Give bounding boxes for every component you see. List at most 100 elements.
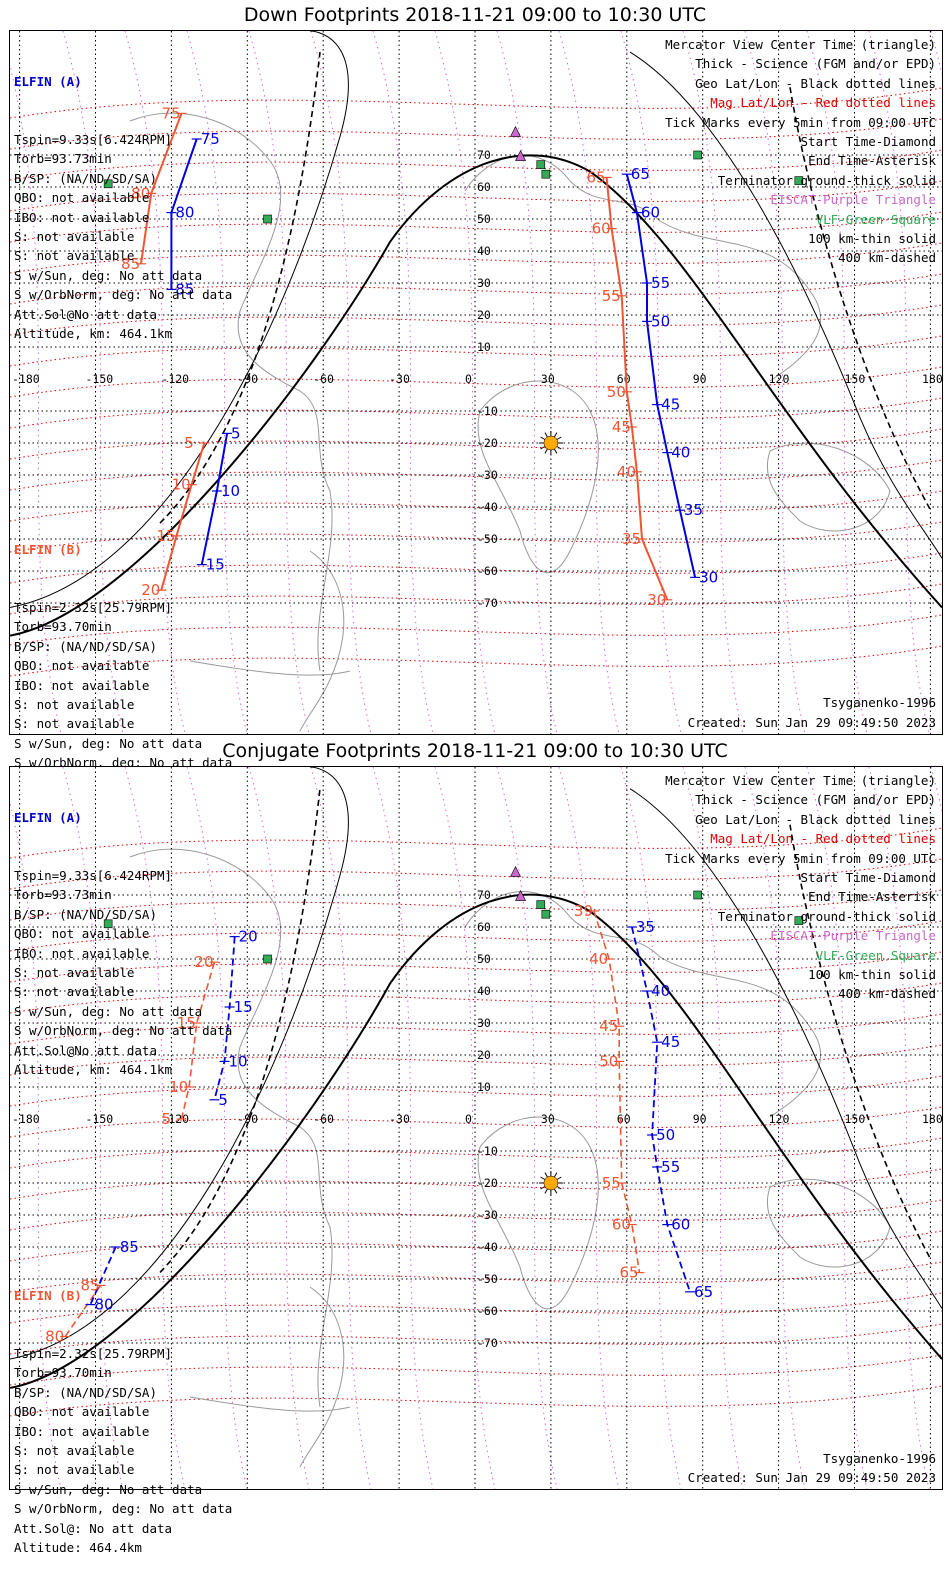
info-line: S: not available (14, 697, 135, 713)
conjugate-footprints-panel: -180 -150 -120 -90 -60 -30 0 30 60 90 120 150 180 70 6… (9, 766, 943, 1555)
vlf-square-icon (536, 900, 546, 909)
elfin-a-info: ELFIN (A) Tspin=9.33s[6.424RPM] Torb=93.7… (14, 769, 232, 1118)
elfin-b-tick-label: 60 (592, 220, 611, 238)
info-line: S: not available (14, 716, 135, 732)
lat-tick-label: 30 (477, 276, 491, 290)
legend-line: VLF-Green Square (815, 947, 936, 963)
vlf-square-icon (541, 909, 551, 919)
legend-line: Tick Marks every 5min from 09:00 UTC (665, 114, 936, 130)
elfin-b-tick-label: 55 (602, 1174, 621, 1192)
model-label: Tsyganenko-1996 (823, 695, 936, 710)
elfin-b-tick-label: 10 (169, 1078, 188, 1096)
elfin-a-tick-label: 65 (694, 1283, 713, 1301)
model-label: Tsyganenko-1996 (823, 1451, 936, 1466)
lat-tick-label: 40 (477, 984, 491, 998)
elfin-b-tick-label: 85 (81, 1276, 100, 1294)
mag-lat-line (10, 1292, 942, 1324)
lat-tick-label: -10 (477, 1144, 498, 1158)
mag-lat-line (10, 1323, 942, 1355)
vlf-square-icon (794, 176, 804, 185)
lat-tick-label: 70 (477, 888, 491, 902)
elfin-b-tick-label: 35 (622, 530, 641, 548)
coastline (766, 442, 891, 532)
elfin-b-tick-label: 40 (589, 950, 608, 968)
info-line: S w/Sun, deg: No att data (14, 735, 203, 751)
mag-lon-line (10, 800, 62, 1489)
lat-tick-label: 50 (477, 952, 491, 966)
lon-tick-label: 150 (845, 372, 866, 386)
mag-lon-line (868, 767, 930, 1489)
elfin-a-tick-label: 45 (661, 396, 680, 414)
lon-tick-label: -30 (389, 1112, 410, 1126)
vlf-square-icon (103, 919, 113, 929)
lon-tick-label: -180 (12, 372, 40, 386)
coastline (189, 1396, 351, 1412)
elfin-b-tick-label: 20 (194, 953, 213, 971)
lat-tick-label: 60 (477, 920, 491, 934)
mag-lon-line (372, 767, 434, 1489)
elfin-a-tick-label: 55 (661, 1158, 680, 1176)
mag-lat-line (10, 858, 942, 890)
info-line: S w/Sun, deg: No att data (14, 267, 203, 283)
vlf-square-icon (536, 160, 546, 169)
terminator-400km (159, 51, 931, 524)
vlf-square-icon (794, 916, 804, 925)
elfin-b-tick-label: 39 (574, 902, 593, 920)
elfin-a-label: ELFIN (A) (14, 809, 82, 825)
elfin-b-label: ELFIN (B) (14, 541, 82, 557)
lon-tick-label: 30 (541, 1112, 555, 1126)
legend-line: Start Time-Diamond (800, 134, 936, 150)
elfin-a-tick-label: 75 (201, 130, 220, 148)
lat-tick-label: -40 (477, 1240, 498, 1254)
lon-tick-label: 60 (617, 1112, 631, 1126)
footprint-track (160, 442, 206, 591)
lon-tick-label: 180 (922, 372, 942, 386)
mag-lat-line (10, 273, 942, 305)
legend-line: Terminator ground-thick solid (717, 908, 936, 924)
info-line: QBO: not available (14, 926, 150, 942)
sun-icon (543, 435, 559, 451)
map-canvas[interactable]: -180 -150 -120 -90 -60 -30 0 30 60 90 120 150 180706… (10, 767, 942, 1489)
map-canvas[interactable]: -180 -150 -120 -90 -60 -30 0 30 60 90 120 150 180706… (10, 31, 942, 734)
legend-line: 100 km-thin solid (808, 967, 936, 983)
lon-tick-label: -150 (86, 372, 114, 386)
elfin-b-tick-label: 45 (612, 418, 631, 436)
mag-lon-line (62, 767, 124, 1489)
lon-tick-label: -60 (313, 1112, 334, 1126)
legend-line: Tick Marks every 5min from 09:00 UTC (665, 850, 936, 866)
vlf-square-icon (541, 169, 551, 179)
terminator-ground (10, 154, 942, 637)
legend-line: EISCAT-Purple Triangle (770, 192, 936, 208)
mag-lon-line (248, 767, 310, 1489)
vlf-square-icon (103, 179, 113, 189)
elfin-a-tick-label: 20 (239, 928, 258, 946)
mag-lat-line (10, 366, 942, 398)
elfin-b-tick-label: 5 (162, 1110, 172, 1128)
mag-lat-line (10, 180, 942, 212)
elfin-a-tick-label: 80 (94, 1296, 113, 1314)
elfin-b-tick-label: 45 (599, 1017, 618, 1035)
elfin-b-label: ELFIN (B) (14, 1287, 82, 1303)
lon-tick-label: 120 (769, 1112, 790, 1126)
info-line: Tspin=2.32s[25.79RPM] (14, 1346, 173, 1362)
elfin-a-tick-label: 65 (631, 165, 650, 183)
info-line: Torb=93.70min (14, 1365, 112, 1381)
mag-lat-line (10, 490, 942, 522)
lon-tick-label: -120 (161, 372, 189, 386)
legend-line: Mag Lat/Lon - Red dotted lines (710, 831, 936, 847)
lat-tick-label: 50 (477, 212, 491, 226)
mag-lat-line (10, 827, 942, 859)
elfin-b-tick-label: 50 (607, 383, 626, 401)
vlf-square-icon (263, 954, 272, 964)
lat-tick-label: 10 (477, 340, 491, 354)
lon-tick-label: 180 (922, 1112, 942, 1126)
lat-tick-label: 10 (477, 1080, 491, 1094)
info-line: S: not available (14, 1462, 135, 1478)
legend-line: Thick - Science (FGM and/or EPD) (695, 792, 936, 808)
elfin-b-tick-label: 50 (599, 1052, 618, 1070)
mag-lat-line (10, 428, 942, 460)
legend-line: Terminator ground-thick solid (717, 172, 936, 188)
lat-tick-label: -70 (477, 596, 498, 610)
mag-lat-line (10, 1168, 942, 1200)
mag-lat-line (10, 87, 942, 119)
